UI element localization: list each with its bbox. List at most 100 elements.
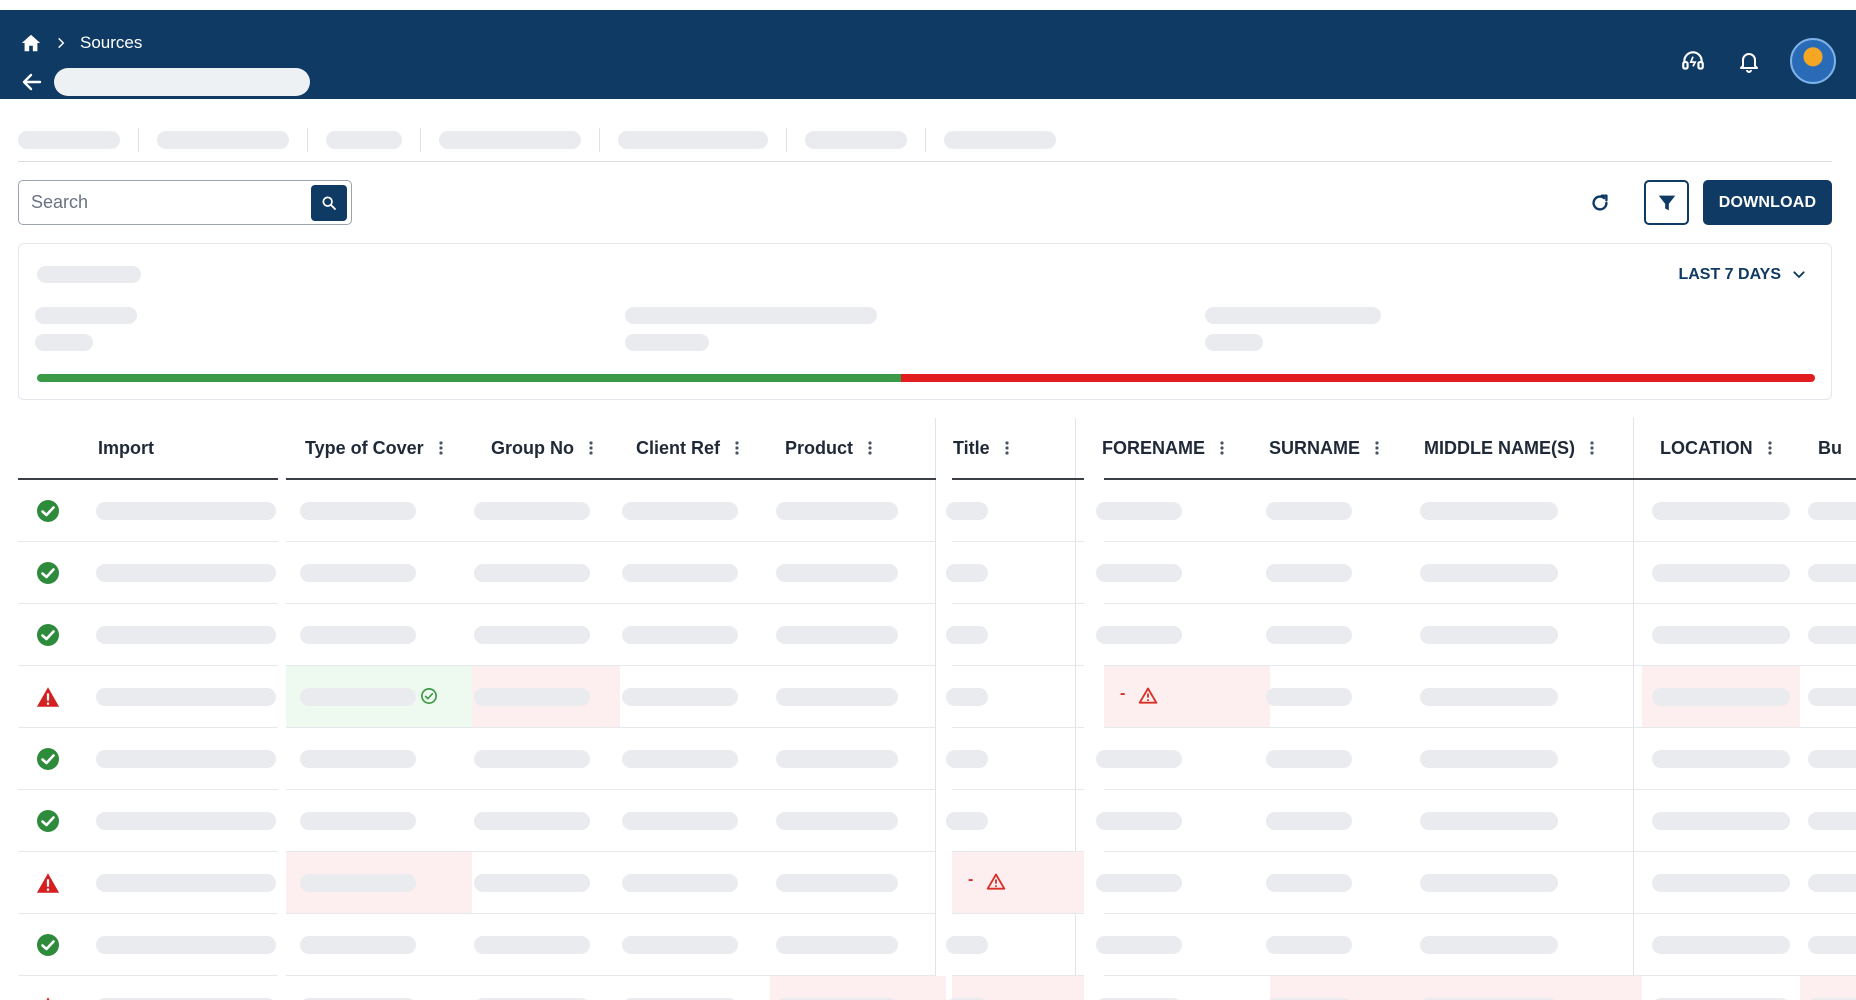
column-group-divider bbox=[1075, 418, 1076, 1000]
breadcrumb: Sources bbox=[20, 32, 142, 54]
column-header[interactable]: Client Ref bbox=[636, 438, 748, 459]
cell-value-placeholder bbox=[300, 626, 416, 644]
filter-icon bbox=[1658, 195, 1675, 210]
tab-7[interactable] bbox=[944, 130, 1056, 149]
tab-5[interactable] bbox=[618, 130, 768, 149]
stat-3-value-placeholder bbox=[1205, 334, 1263, 351]
support-icon[interactable] bbox=[1678, 46, 1708, 76]
table-row[interactable] bbox=[18, 790, 1856, 852]
column-header[interactable]: MIDDLE NAME(S) bbox=[1424, 438, 1603, 459]
cell-value-placeholder bbox=[1652, 688, 1790, 706]
search-icon bbox=[322, 195, 336, 210]
cell-value-placeholder bbox=[474, 564, 590, 582]
search-box bbox=[18, 180, 352, 225]
column-header[interactable]: Title bbox=[953, 438, 1018, 459]
breadcrumb-sources[interactable]: Sources bbox=[80, 33, 143, 52]
column-header[interactable]: FORENAME bbox=[1102, 438, 1233, 459]
back-arrow-icon[interactable] bbox=[20, 70, 44, 94]
row-divider bbox=[1642, 541, 1856, 542]
cell-value-placeholder bbox=[300, 874, 416, 892]
bell-icon[interactable] bbox=[1734, 46, 1764, 76]
column-header-label: Type of Cover bbox=[305, 438, 424, 458]
cell-value-placeholder bbox=[96, 688, 276, 706]
cell-value-placeholder bbox=[1652, 626, 1790, 644]
refresh-icon bbox=[1592, 193, 1608, 211]
column-header[interactable]: Bu bbox=[1818, 438, 1842, 459]
cell-value-placeholder bbox=[96, 502, 276, 520]
stat-1-label-placeholder bbox=[35, 307, 137, 324]
kebab-menu-icon[interactable] bbox=[438, 440, 452, 458]
kebab-menu-icon[interactable] bbox=[1767, 440, 1781, 458]
cell-value-placeholder bbox=[1096, 998, 1182, 1000]
kebab-menu-icon[interactable] bbox=[588, 440, 602, 458]
row-divider bbox=[18, 975, 278, 976]
sources-table: Import Type of Cover Group No Client Ref Pro… bbox=[18, 418, 1856, 1000]
row-divider bbox=[18, 851, 278, 852]
kebab-menu-icon[interactable] bbox=[867, 440, 881, 458]
refresh-button[interactable] bbox=[1584, 187, 1616, 219]
download-button[interactable]: DOWNLOAD bbox=[1703, 180, 1832, 225]
date-range-dropdown[interactable]: LAST 7 DAYS bbox=[1678, 266, 1807, 284]
filter-button[interactable] bbox=[1644, 180, 1689, 225]
kebab-menu-icon[interactable] bbox=[1219, 440, 1233, 458]
column-header-label: Client Ref bbox=[636, 438, 721, 458]
table-row[interactable] bbox=[18, 604, 1856, 666]
cell-value-placeholder bbox=[776, 502, 898, 520]
cell-value-placeholder bbox=[946, 998, 988, 1000]
cell-value-placeholder bbox=[1096, 936, 1182, 954]
row-divider bbox=[1104, 975, 1642, 976]
tab-4[interactable] bbox=[439, 130, 581, 149]
missing-value-marker: - bbox=[1120, 685, 1126, 702]
kebab-menu-icon[interactable] bbox=[734, 440, 748, 458]
cell-value-placeholder bbox=[1808, 502, 1856, 520]
row-divider bbox=[952, 851, 1084, 852]
avatar[interactable] bbox=[1790, 38, 1836, 84]
tab-1[interactable] bbox=[18, 130, 120, 149]
kebab-menu-icon[interactable] bbox=[1374, 440, 1388, 458]
cell-value-placeholder bbox=[474, 812, 590, 830]
cell-value-placeholder bbox=[622, 502, 738, 520]
error-cell-highlight bbox=[952, 976, 1084, 1000]
tab-6[interactable] bbox=[805, 130, 907, 149]
column-header[interactable]: Type of Cover bbox=[305, 438, 452, 459]
table-actions: DOWNLOAD bbox=[1584, 180, 1832, 225]
table-row[interactable] bbox=[18, 728, 1856, 790]
cell-value-placeholder bbox=[96, 998, 276, 1000]
cell-value-placeholder bbox=[946, 626, 988, 644]
stat-3-label-placeholder bbox=[1205, 307, 1381, 324]
row-divider bbox=[18, 541, 278, 542]
tab-divider bbox=[599, 127, 600, 152]
column-header[interactable]: Import bbox=[98, 438, 154, 459]
stat-2-value-placeholder bbox=[625, 334, 709, 351]
row-divider bbox=[952, 913, 1084, 914]
table-row[interactable] bbox=[18, 914, 1856, 976]
cell-value-placeholder bbox=[474, 750, 590, 768]
column-header[interactable]: SURNAME bbox=[1269, 438, 1388, 459]
tab-2[interactable] bbox=[157, 130, 289, 149]
cell-value-placeholder bbox=[300, 688, 416, 706]
row-divider bbox=[1104, 851, 1642, 852]
kebab-menu-icon[interactable] bbox=[1004, 440, 1018, 458]
search-input[interactable] bbox=[19, 181, 311, 224]
chevron-right-icon bbox=[54, 36, 68, 50]
table-row[interactable] bbox=[18, 480, 1856, 542]
column-header[interactable]: Group No bbox=[491, 438, 602, 459]
table-row[interactable] bbox=[18, 542, 1856, 604]
kebab-menu-icon[interactable] bbox=[1589, 440, 1603, 458]
search-button[interactable] bbox=[311, 184, 347, 221]
row-divider bbox=[952, 603, 1084, 604]
column-header[interactable]: Product bbox=[785, 438, 881, 459]
column-header[interactable]: LOCATION bbox=[1660, 438, 1781, 459]
row-divider bbox=[286, 789, 936, 790]
cell-value-placeholder bbox=[1420, 502, 1558, 520]
row-divider bbox=[1104, 541, 1642, 542]
column-header-label: Title bbox=[953, 438, 990, 458]
column-header-label: Import bbox=[98, 438, 154, 458]
cell-value-placeholder bbox=[300, 812, 416, 830]
home-icon[interactable] bbox=[20, 32, 42, 54]
cell-value-placeholder bbox=[776, 688, 898, 706]
success-check-icon bbox=[36, 561, 60, 585]
error-cell-highlight bbox=[1270, 976, 1424, 1000]
tab-3[interactable] bbox=[326, 130, 402, 149]
cell-value-placeholder bbox=[96, 812, 276, 830]
